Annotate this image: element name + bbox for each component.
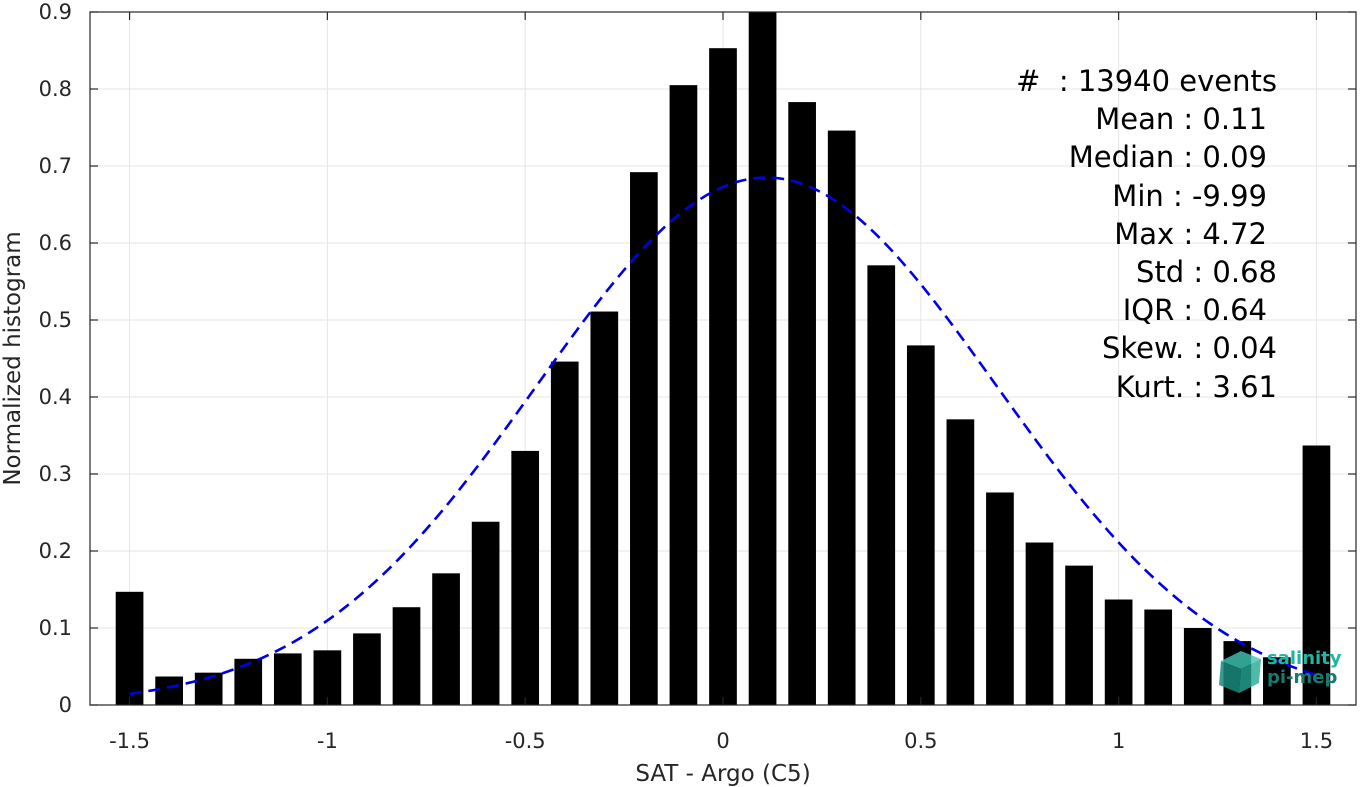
y-tick-labels: 0 0.1 0.2 0.3 0.4 0.5 0.6 0.7 0.8 0.9 xyxy=(39,0,72,717)
logo-text: salinity pi-mep xyxy=(1267,649,1342,687)
histogram-bar xyxy=(1104,599,1133,705)
salinity-pimep-logo: salinity pi-mep xyxy=(1217,647,1347,695)
histogram-bar xyxy=(669,85,698,705)
histogram-bar xyxy=(155,676,183,705)
x-tick-labels: -1.5 -1 -0.5 0 0.5 1 1.5 xyxy=(109,729,1333,753)
axis-ticks xyxy=(90,11,1356,706)
histogram-bar xyxy=(748,12,777,705)
histogram-bar xyxy=(471,521,500,705)
x-tick-label: 0.5 xyxy=(904,729,937,753)
histogram-bars xyxy=(115,12,1331,706)
stat-min: Min : -9.99 xyxy=(1112,178,1267,213)
y-tick-label: 0.1 xyxy=(39,616,72,640)
histogram-bar xyxy=(313,650,342,705)
gaussian-fit-curve xyxy=(129,176,1317,696)
y-tick-label: 0.5 xyxy=(39,308,72,332)
x-axis-label: SAT - Argo (C5) xyxy=(635,761,810,787)
histogram-bar xyxy=(1144,609,1173,705)
histogram-bar xyxy=(1183,628,1212,705)
stat-max: Max : 4.72 xyxy=(1114,216,1267,251)
histogram-bar xyxy=(273,653,302,705)
histogram-bar xyxy=(788,102,816,706)
stat-kurt: Kurt. : 3.61 xyxy=(1115,369,1277,404)
histogram-bar xyxy=(867,265,896,705)
histogram-bar xyxy=(115,591,144,705)
histogram-bar xyxy=(234,658,263,705)
histogram-bar xyxy=(590,311,619,705)
y-tick-label: 0.4 xyxy=(39,385,72,409)
x-tick-label: 1.5 xyxy=(1300,729,1333,753)
histogram-bar xyxy=(1025,542,1054,705)
logo-line2: pi-mep xyxy=(1267,667,1338,688)
histogram-bar xyxy=(432,573,460,705)
histogram-bar xyxy=(511,450,540,705)
logo-cube-icon xyxy=(1219,651,1261,693)
x-tick-label: 0 xyxy=(716,729,729,753)
stat-median: Median : 0.09 xyxy=(1068,140,1267,175)
statistics-box: # : 13940 events Mean : 0.11 Median : 0.… xyxy=(960,62,1280,406)
histogram-bar xyxy=(1302,445,1331,705)
histogram-bar xyxy=(827,130,856,705)
histogram-bar xyxy=(709,48,737,705)
stat-std: Std : 0.68 xyxy=(1136,255,1277,290)
logo-line1: salinity xyxy=(1267,648,1342,669)
x-tick-label: -1.5 xyxy=(109,729,150,753)
y-tick-label: 0.9 xyxy=(39,0,72,24)
y-axis-label: Normalized histogram xyxy=(0,231,26,485)
y-tick-label: 0.8 xyxy=(39,77,72,101)
y-tick-label: 0.7 xyxy=(39,154,72,178)
histogram-bar xyxy=(906,345,935,705)
x-tick-label: -0.5 xyxy=(505,729,546,753)
stat-iqr: IQR : 0.64 xyxy=(1122,293,1267,328)
y-tick-label: 0.6 xyxy=(39,231,72,255)
y-tick-label: 0.2 xyxy=(39,539,72,563)
histogram-bar xyxy=(353,633,381,705)
stat-skew: Skew. : 0.04 xyxy=(1101,331,1277,366)
stat-mean: Mean : 0.11 xyxy=(1095,102,1267,137)
histogram-bar xyxy=(946,419,975,705)
histogram-bar xyxy=(630,172,658,705)
x-tick-label: -1 xyxy=(317,729,338,753)
stat-events: # : 13940 events xyxy=(1016,64,1277,98)
x-tick-label: 1 xyxy=(1112,729,1125,753)
y-tick-label: 0.3 xyxy=(39,462,72,486)
histogram-bar xyxy=(986,492,1014,705)
y-tick-label: 0 xyxy=(59,693,72,717)
histogram-bar xyxy=(392,607,421,705)
histogram-bar xyxy=(1065,565,1093,705)
histogram-bar xyxy=(550,361,579,705)
